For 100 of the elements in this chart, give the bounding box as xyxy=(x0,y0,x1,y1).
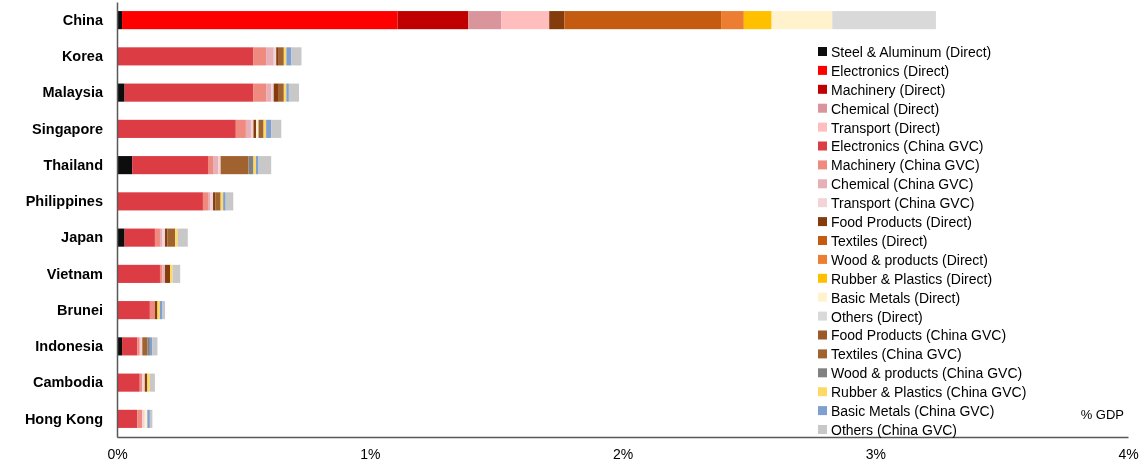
bar xyxy=(202,192,208,211)
bar xyxy=(258,156,272,175)
bar xyxy=(235,119,246,138)
bar xyxy=(207,156,214,175)
bar xyxy=(721,11,744,30)
legend-label: Rubber & Plastics (Direct) xyxy=(831,270,993,287)
bar xyxy=(253,47,267,66)
bar xyxy=(258,119,264,138)
bar xyxy=(122,337,138,356)
bar xyxy=(266,47,274,66)
y-tick-label: Indonesia xyxy=(35,338,104,355)
legend-label: Wood & products (China GVC) xyxy=(831,365,1023,382)
bar xyxy=(397,11,469,30)
legend-label: Chemical (Direct) xyxy=(831,100,940,117)
y-tick-label: Singapore xyxy=(32,120,103,137)
bar xyxy=(165,264,171,283)
bar xyxy=(771,11,833,30)
x-tick-label: 4% xyxy=(1118,445,1139,462)
bar xyxy=(132,156,208,175)
bar xyxy=(220,156,249,175)
y-tick-label: Vietnam xyxy=(46,265,103,282)
bar xyxy=(170,264,173,283)
y-tick-label: Thailand xyxy=(43,156,103,173)
y-tick-label: Cambodia xyxy=(32,374,104,391)
x-tick-label: 2% xyxy=(612,445,634,462)
bar xyxy=(266,83,272,102)
bar xyxy=(286,47,292,66)
legend-label: Basic Metals (China GVC) xyxy=(831,403,995,419)
y-tick-label: Japan xyxy=(61,229,103,246)
legend-label: Chemical (China GVC) xyxy=(831,176,974,193)
bar xyxy=(167,228,176,247)
bar xyxy=(177,228,188,247)
legend-label: Electronics (Direct) xyxy=(831,62,950,79)
bar xyxy=(149,373,155,392)
bar xyxy=(564,11,722,30)
bar xyxy=(288,83,299,102)
bar xyxy=(154,228,160,247)
bar xyxy=(137,409,143,428)
bar xyxy=(117,264,160,283)
bar xyxy=(117,373,140,392)
bar xyxy=(218,156,221,175)
bar xyxy=(172,264,181,283)
legend-label: Basic Metals (Direct) xyxy=(831,289,961,306)
x-tick-label: 3% xyxy=(865,445,886,462)
bar xyxy=(832,11,936,30)
bar xyxy=(743,11,772,30)
legend-label: Transport (China GVC) xyxy=(831,195,975,212)
bar xyxy=(213,156,219,175)
bar xyxy=(501,11,550,30)
bar xyxy=(253,83,267,102)
legend-label: Rubber & Plastics (China GVC) xyxy=(831,384,1027,401)
y-tick-label: Korea xyxy=(61,48,104,65)
bar xyxy=(273,83,279,102)
legend-label: Food Products (China GVC) xyxy=(831,327,1007,344)
x-tick-label: 1% xyxy=(360,445,381,462)
y-tick-label: China xyxy=(62,11,104,28)
bar xyxy=(117,47,254,66)
bar xyxy=(549,11,565,30)
bar xyxy=(124,83,254,102)
legend-label: Transport (Direct) xyxy=(831,119,941,136)
legend-label: Textiles (China GVC) xyxy=(831,346,962,363)
bar xyxy=(215,192,221,211)
bar xyxy=(291,47,302,66)
legend-label: Electronics (China GVC) xyxy=(831,138,984,155)
bar xyxy=(122,11,398,30)
bar xyxy=(271,119,282,138)
legend-label: Machinery (China GVC) xyxy=(831,157,980,174)
y-tick-label: Philippines xyxy=(25,193,103,210)
bar xyxy=(278,47,284,66)
legend-label: Machinery (Direct) xyxy=(831,81,946,98)
bar xyxy=(225,192,234,211)
legend-label: Textiles (Direct) xyxy=(831,232,928,249)
annotation: % GDP xyxy=(1080,407,1124,422)
legend-label: Others (Direct) xyxy=(831,308,923,325)
bar xyxy=(278,83,284,102)
y-tick-label: Malaysia xyxy=(42,84,104,101)
y-tick-label: Hong Kong xyxy=(24,410,103,427)
bar xyxy=(124,228,155,247)
bar xyxy=(117,156,133,175)
bar xyxy=(117,301,150,320)
bar xyxy=(248,156,254,175)
legend-label: Wood & products (Direct) xyxy=(831,251,988,268)
bar xyxy=(149,301,155,320)
y-tick-label: Brunei xyxy=(57,301,103,318)
bar xyxy=(117,409,138,428)
bar xyxy=(117,83,125,102)
bar xyxy=(271,83,274,102)
bar xyxy=(142,337,148,356)
bar xyxy=(468,11,502,30)
bar xyxy=(117,228,125,247)
legend-label: Others (China GVC) xyxy=(831,421,958,438)
bar xyxy=(266,119,272,138)
legend-label: Steel & Aluminum (Direct) xyxy=(831,43,992,60)
bar xyxy=(152,337,158,356)
x-tick-label: 0% xyxy=(107,445,128,462)
legend-label: Food Products (Direct) xyxy=(831,214,972,230)
bar xyxy=(117,119,236,138)
bar xyxy=(117,192,203,211)
bar xyxy=(175,228,178,247)
bar xyxy=(245,119,251,138)
